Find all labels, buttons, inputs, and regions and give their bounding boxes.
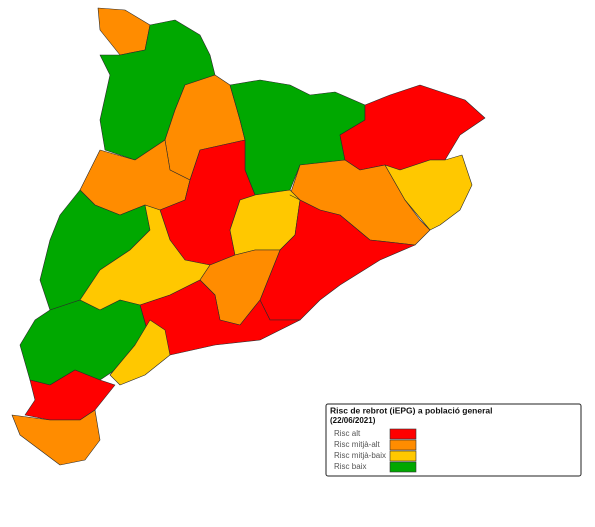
- legend-swatch: [389, 461, 417, 473]
- region: [339, 84, 486, 171]
- legend-swatch: [389, 428, 417, 440]
- legend-label: Risc alt: [334, 429, 361, 438]
- legend-label: Risc mitjà-alt: [334, 440, 381, 449]
- regions: [11, 7, 486, 466]
- legend-label: Risc mitjà-baix: [334, 451, 386, 460]
- region: [11, 409, 101, 466]
- region: [259, 194, 416, 321]
- legend-subtitle: (22/06/2021): [330, 416, 376, 425]
- region: [384, 154, 473, 231]
- legend: Risc de rebrot (iEPG) a població general…: [325, 403, 582, 477]
- region: [109, 319, 171, 386]
- region: [97, 7, 151, 56]
- legend-label: Risc baix: [334, 462, 366, 471]
- legend-swatch: [389, 450, 417, 462]
- legend-title: Risc de rebrot (iEPG) a població general: [330, 405, 492, 415]
- legend-swatch: [389, 439, 417, 451]
